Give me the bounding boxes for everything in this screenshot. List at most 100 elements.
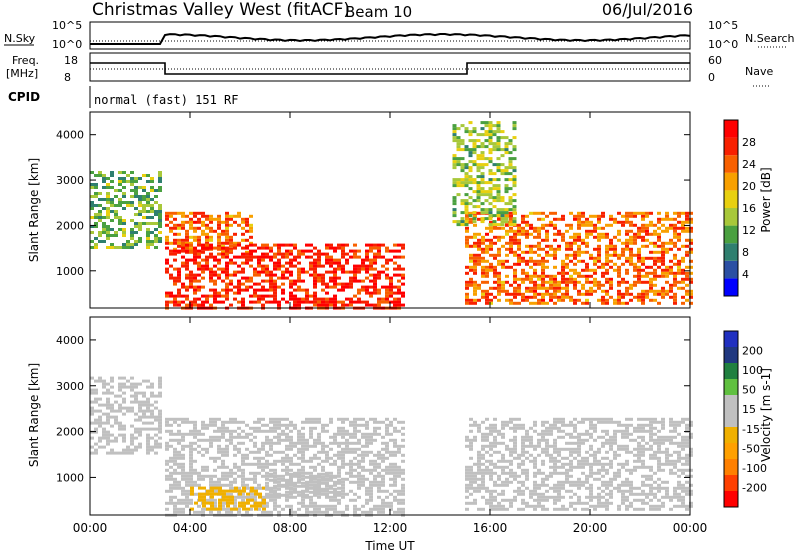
heatmap-cell — [496, 166, 501, 170]
heatmap-cell — [597, 417, 601, 421]
heatmap-cell — [581, 438, 585, 442]
heatmap-cell — [381, 420, 385, 424]
heatmap-cell — [525, 477, 529, 481]
heatmap-cell — [142, 186, 146, 189]
heatmap-cell — [377, 276, 381, 280]
heatmap-cell — [297, 450, 301, 454]
heatmap-cell — [165, 291, 169, 295]
heatmap-cell — [456, 139, 461, 143]
heatmap-cell — [533, 271, 537, 275]
heatmap-cell — [289, 438, 293, 442]
heatmap-cell — [185, 285, 189, 289]
heatmap-cell — [645, 280, 649, 284]
heatmap-cell — [469, 474, 473, 478]
heatmap-cell — [456, 181, 461, 185]
heatmap-cell — [273, 459, 277, 463]
heatmap-cell — [673, 435, 677, 439]
heatmap-cell — [613, 471, 617, 475]
heatmap-cell — [142, 204, 146, 207]
heatmap-cell — [122, 222, 126, 225]
heatmap-cell — [573, 256, 577, 260]
heatmap-cell — [480, 157, 485, 161]
heatmap-cell — [245, 279, 249, 283]
heatmap-cell — [601, 456, 605, 460]
heatmap-cell — [609, 447, 613, 451]
heatmap-cell — [357, 423, 361, 427]
heatmap-cell — [177, 300, 181, 304]
heatmap-cell — [497, 238, 501, 242]
heatmap-cell — [677, 453, 681, 457]
heatmap-cell — [313, 252, 317, 256]
heatmap-cell — [285, 504, 289, 508]
heatmap-cell — [301, 252, 305, 256]
heatmap-cell — [309, 501, 313, 505]
heatmap-cell — [549, 465, 553, 469]
heatmap-cell — [333, 258, 337, 262]
heatmap-cell — [505, 214, 509, 218]
heatmap-cell — [146, 180, 150, 183]
heatmap-cell — [533, 447, 537, 451]
heatmap-cell — [173, 249, 177, 253]
heatmap-cell — [529, 286, 533, 290]
heatmap-cell — [689, 265, 693, 269]
heatmap-cell — [229, 510, 233, 514]
heatmap-cell — [653, 232, 657, 236]
heatmap-cell — [269, 493, 273, 497]
heatmap-cell — [106, 225, 110, 228]
heatmap-cell — [205, 258, 209, 262]
heatmap-cell — [381, 435, 385, 439]
heatmap-cell — [142, 415, 146, 419]
heatmap-cell — [468, 151, 473, 155]
heatmap-cell — [649, 286, 653, 290]
heatmap-cell — [621, 435, 625, 439]
heatmap-cell — [193, 303, 197, 307]
heatmap-cell — [385, 423, 389, 427]
heatmap-cell — [517, 289, 521, 293]
heatmap-cell — [397, 489, 401, 493]
heatmap-cell — [481, 256, 485, 260]
heatmap-cell — [321, 475, 325, 479]
heatmap-cell — [641, 256, 645, 260]
heatmap-cell — [393, 429, 397, 433]
heatmap-cell — [569, 465, 573, 469]
heatmap-cell — [537, 438, 541, 442]
heatmap-cell — [488, 157, 493, 161]
heatmap-cell — [313, 504, 317, 508]
heatmap-cell — [293, 495, 297, 499]
x-axis-ticks: 00:00 04:00 08:00 12:00 16:00 20:00 00:00 — [73, 112, 707, 535]
heatmap-cell — [197, 249, 201, 253]
heatmap-cell — [685, 250, 689, 254]
heatmap-cell — [480, 154, 485, 158]
heatmap-cell — [110, 403, 114, 407]
heatmap-cell — [541, 295, 545, 299]
heatmap-cell — [500, 208, 505, 212]
heatmap-cell — [553, 495, 557, 499]
heatmap-cell — [94, 430, 98, 434]
heatmap-cell — [209, 252, 213, 256]
heatmap-cell — [581, 250, 585, 254]
heatmap-cell — [201, 264, 205, 268]
heatmap-cell — [118, 216, 122, 219]
heatmap-cell — [633, 507, 637, 511]
heatmap-cell — [193, 273, 197, 277]
heatmap-cell — [621, 223, 625, 227]
heatmap-cell — [245, 432, 249, 436]
heatmap-cell — [150, 436, 154, 440]
heatmap-cell — [633, 262, 637, 266]
heatmap-cell — [94, 222, 98, 225]
heatmap-cell — [357, 417, 361, 421]
heatmap-cell — [241, 261, 245, 265]
heatmap-cell — [309, 444, 313, 448]
heatmap-cell — [361, 288, 365, 292]
heatmap-cell — [130, 204, 134, 207]
heatmap-cell — [569, 223, 573, 227]
heatmap-cell — [242, 507, 246, 511]
heatmap-cell — [173, 495, 177, 499]
heatmap-cell — [473, 262, 477, 266]
heatmap-cell — [649, 447, 653, 451]
heatmap-cell — [397, 249, 401, 253]
heatmap-cell — [533, 444, 537, 448]
heatmap-cell — [517, 492, 521, 496]
heatmap-cell — [669, 217, 673, 221]
